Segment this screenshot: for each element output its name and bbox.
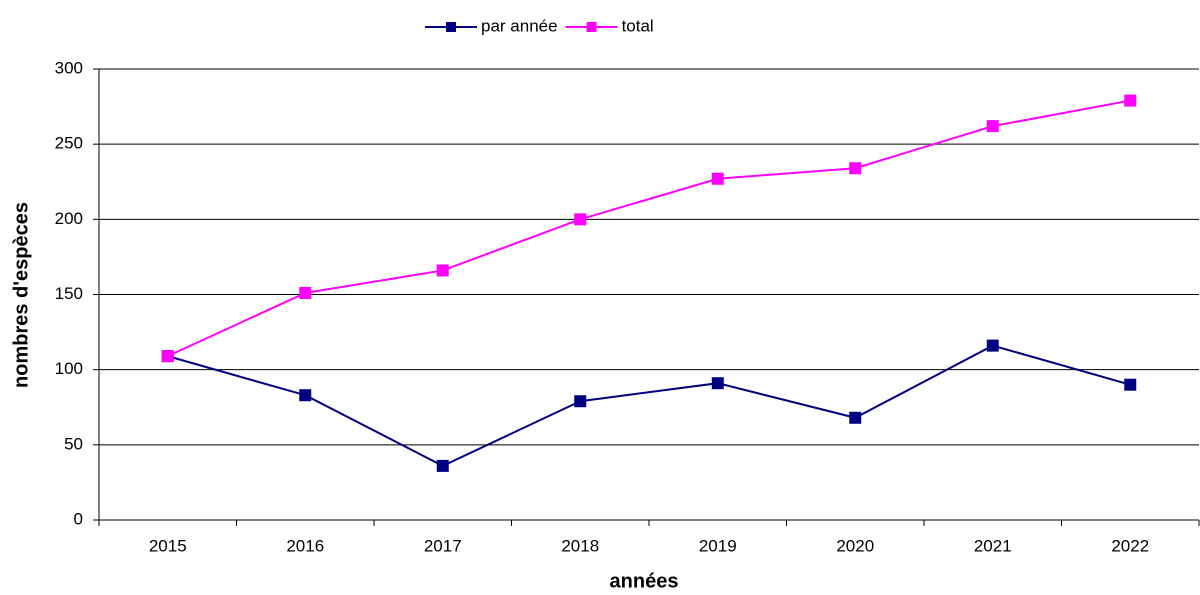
marker — [986, 339, 999, 352]
y-tick-label: 250 — [55, 134, 83, 153]
y-axis-label: nombres d'espèces — [10, 202, 32, 388]
marker — [299, 286, 312, 299]
x-tick-label: 2017 — [424, 536, 462, 555]
legend-marker — [586, 22, 597, 32]
y-tick-label: 0 — [74, 509, 83, 528]
y-tick-label: 200 — [55, 209, 83, 228]
marker — [849, 162, 862, 175]
x-tick-label: 2021 — [974, 536, 1012, 555]
marker — [574, 395, 587, 408]
x-axis-label: années — [610, 570, 679, 592]
series-line — [167, 99, 1131, 358]
marker — [711, 172, 724, 185]
legend-marker — [446, 22, 456, 32]
y-tick-label: 300 — [55, 58, 83, 77]
marker — [574, 213, 587, 226]
legend-label: total — [622, 16, 654, 35]
marker — [1124, 378, 1137, 391]
series-line — [167, 344, 1131, 467]
marker — [161, 350, 174, 363]
marker — [436, 264, 449, 277]
x-tick-label: 2016 — [286, 536, 324, 555]
marker — [849, 411, 862, 424]
marker — [711, 377, 724, 390]
x-tick-label: 2022 — [1111, 536, 1149, 555]
marker — [1124, 94, 1137, 107]
x-tick-label: 2020 — [836, 536, 874, 555]
legend-label: par année — [481, 16, 558, 35]
marker — [299, 389, 312, 402]
marker — [986, 120, 999, 133]
y-tick-label: 50 — [64, 434, 83, 453]
x-tick-label: 2018 — [561, 536, 599, 555]
x-tick-label: 2019 — [699, 536, 737, 555]
x-tick-label: 2015 — [149, 536, 187, 555]
y-tick-label: 150 — [55, 284, 83, 303]
y-tick-label: 100 — [55, 359, 83, 378]
marker — [436, 459, 449, 472]
